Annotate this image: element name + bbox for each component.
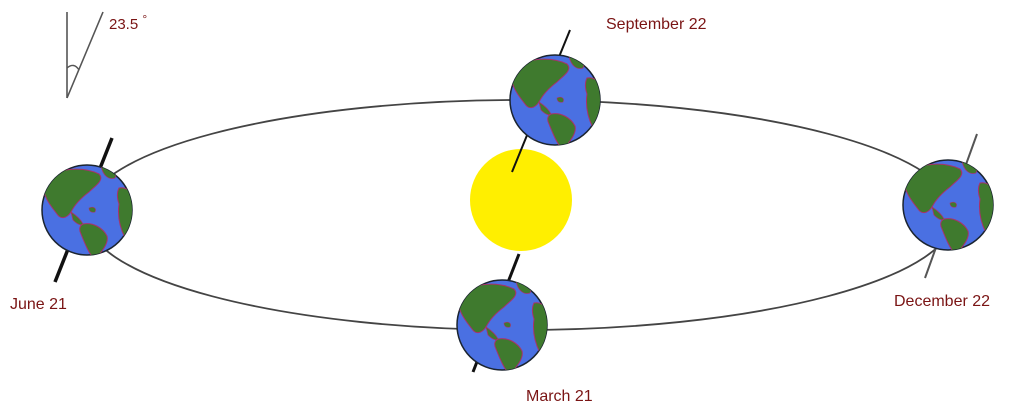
label-september: September 22: [606, 16, 707, 33]
earth-icon: [510, 55, 603, 150]
tilt-angle-indicator: [66, 11, 104, 99]
tilt-angle-label: 23.5 °: [109, 12, 147, 33]
earth-june: [42, 137, 135, 283]
sun-icon: [470, 149, 572, 251]
tilt-angle-value: 23.5: [109, 16, 139, 33]
earth-december: [903, 133, 996, 279]
earth-icon: [42, 165, 135, 260]
angle-arc: [66, 64, 80, 71]
earth-icon: [903, 160, 996, 255]
label-march: March 21: [526, 388, 593, 405]
label-june: June 21: [10, 296, 67, 313]
earth-icon: [457, 280, 550, 375]
earth-september: [510, 29, 603, 173]
degree-symbol: °: [142, 12, 148, 26]
label-december: December 22: [894, 293, 991, 310]
earth-march: [457, 253, 550, 375]
tilted-axis-line: [66, 11, 104, 99]
